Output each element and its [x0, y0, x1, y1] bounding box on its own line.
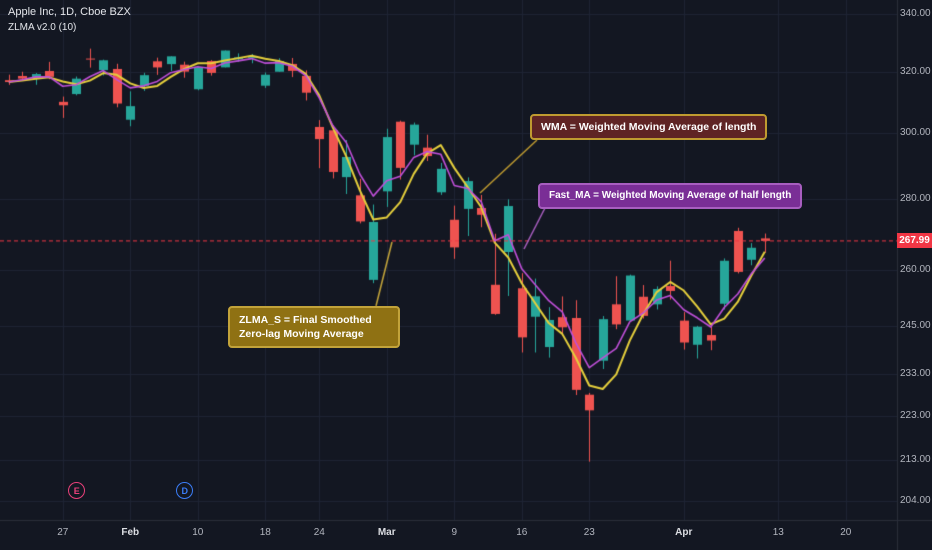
current-price-badge: 267.99 [897, 233, 932, 249]
time-axis-label: 23 [583, 527, 595, 538]
time-axis-label: 20 [840, 527, 852, 538]
time-axis[interactable]: 27 Feb 10 18 24 Mar 9 16 23 Apr 13 20 [0, 520, 932, 550]
time-axis-label: 18 [259, 527, 271, 538]
time-axis-label: 16 [516, 527, 528, 538]
price-axis-label: 213.00 [900, 453, 931, 465]
price-axis-label: 204.00 [900, 495, 931, 507]
time-axis-label: 13 [772, 527, 784, 538]
time-axis-label: Mar [377, 527, 396, 538]
zlma-annotation-callout[interactable]: ZLMA_S = Final Smoothed Zero-lag Moving … [228, 306, 400, 349]
earnings-marker[interactable]: E [68, 482, 86, 499]
wma-annotation-callout[interactable]: WMA = Weighted Moving Average of length [530, 114, 768, 141]
price-axis-label: 245.00 [900, 320, 931, 332]
time-axis-label: 24 [313, 527, 325, 538]
time-axis-label: 9 [451, 527, 458, 538]
price-axis-label: 340.00 [900, 7, 931, 19]
time-axis-label: Feb [121, 527, 140, 538]
price-axis[interactable]: 340.00 320.00 300.00 280.00 260.00 245.00 233.… [898, 0, 932, 520]
indicator-label[interactable]: ZLMA v2.0 (10) [8, 22, 77, 33]
time-axis-label: 10 [192, 527, 204, 538]
price-axis-label: 320.00 [900, 65, 931, 77]
price-axis-label: 280.00 [900, 193, 931, 205]
dividend-marker[interactable]: D [176, 482, 194, 499]
price-axis-label: 300.00 [900, 127, 931, 139]
price-axis-label: 233.00 [900, 368, 931, 380]
fast-ma-annotation-callout[interactable]: Fast_MA = Weighted Moving Average of hal… [538, 183, 803, 209]
time-axis-label: 27 [57, 527, 69, 538]
price-axis-label: 223.00 [900, 410, 931, 422]
price-axis-label: 260.00 [900, 263, 931, 275]
time-axis-label: Apr [675, 527, 693, 538]
chart-legend[interactable]: Apple Inc, 1D, Cboe BZX ZLMA v2.0 (10) [8, 6, 131, 33]
symbol-title[interactable]: Apple Inc, 1D, Cboe BZX [8, 6, 131, 18]
